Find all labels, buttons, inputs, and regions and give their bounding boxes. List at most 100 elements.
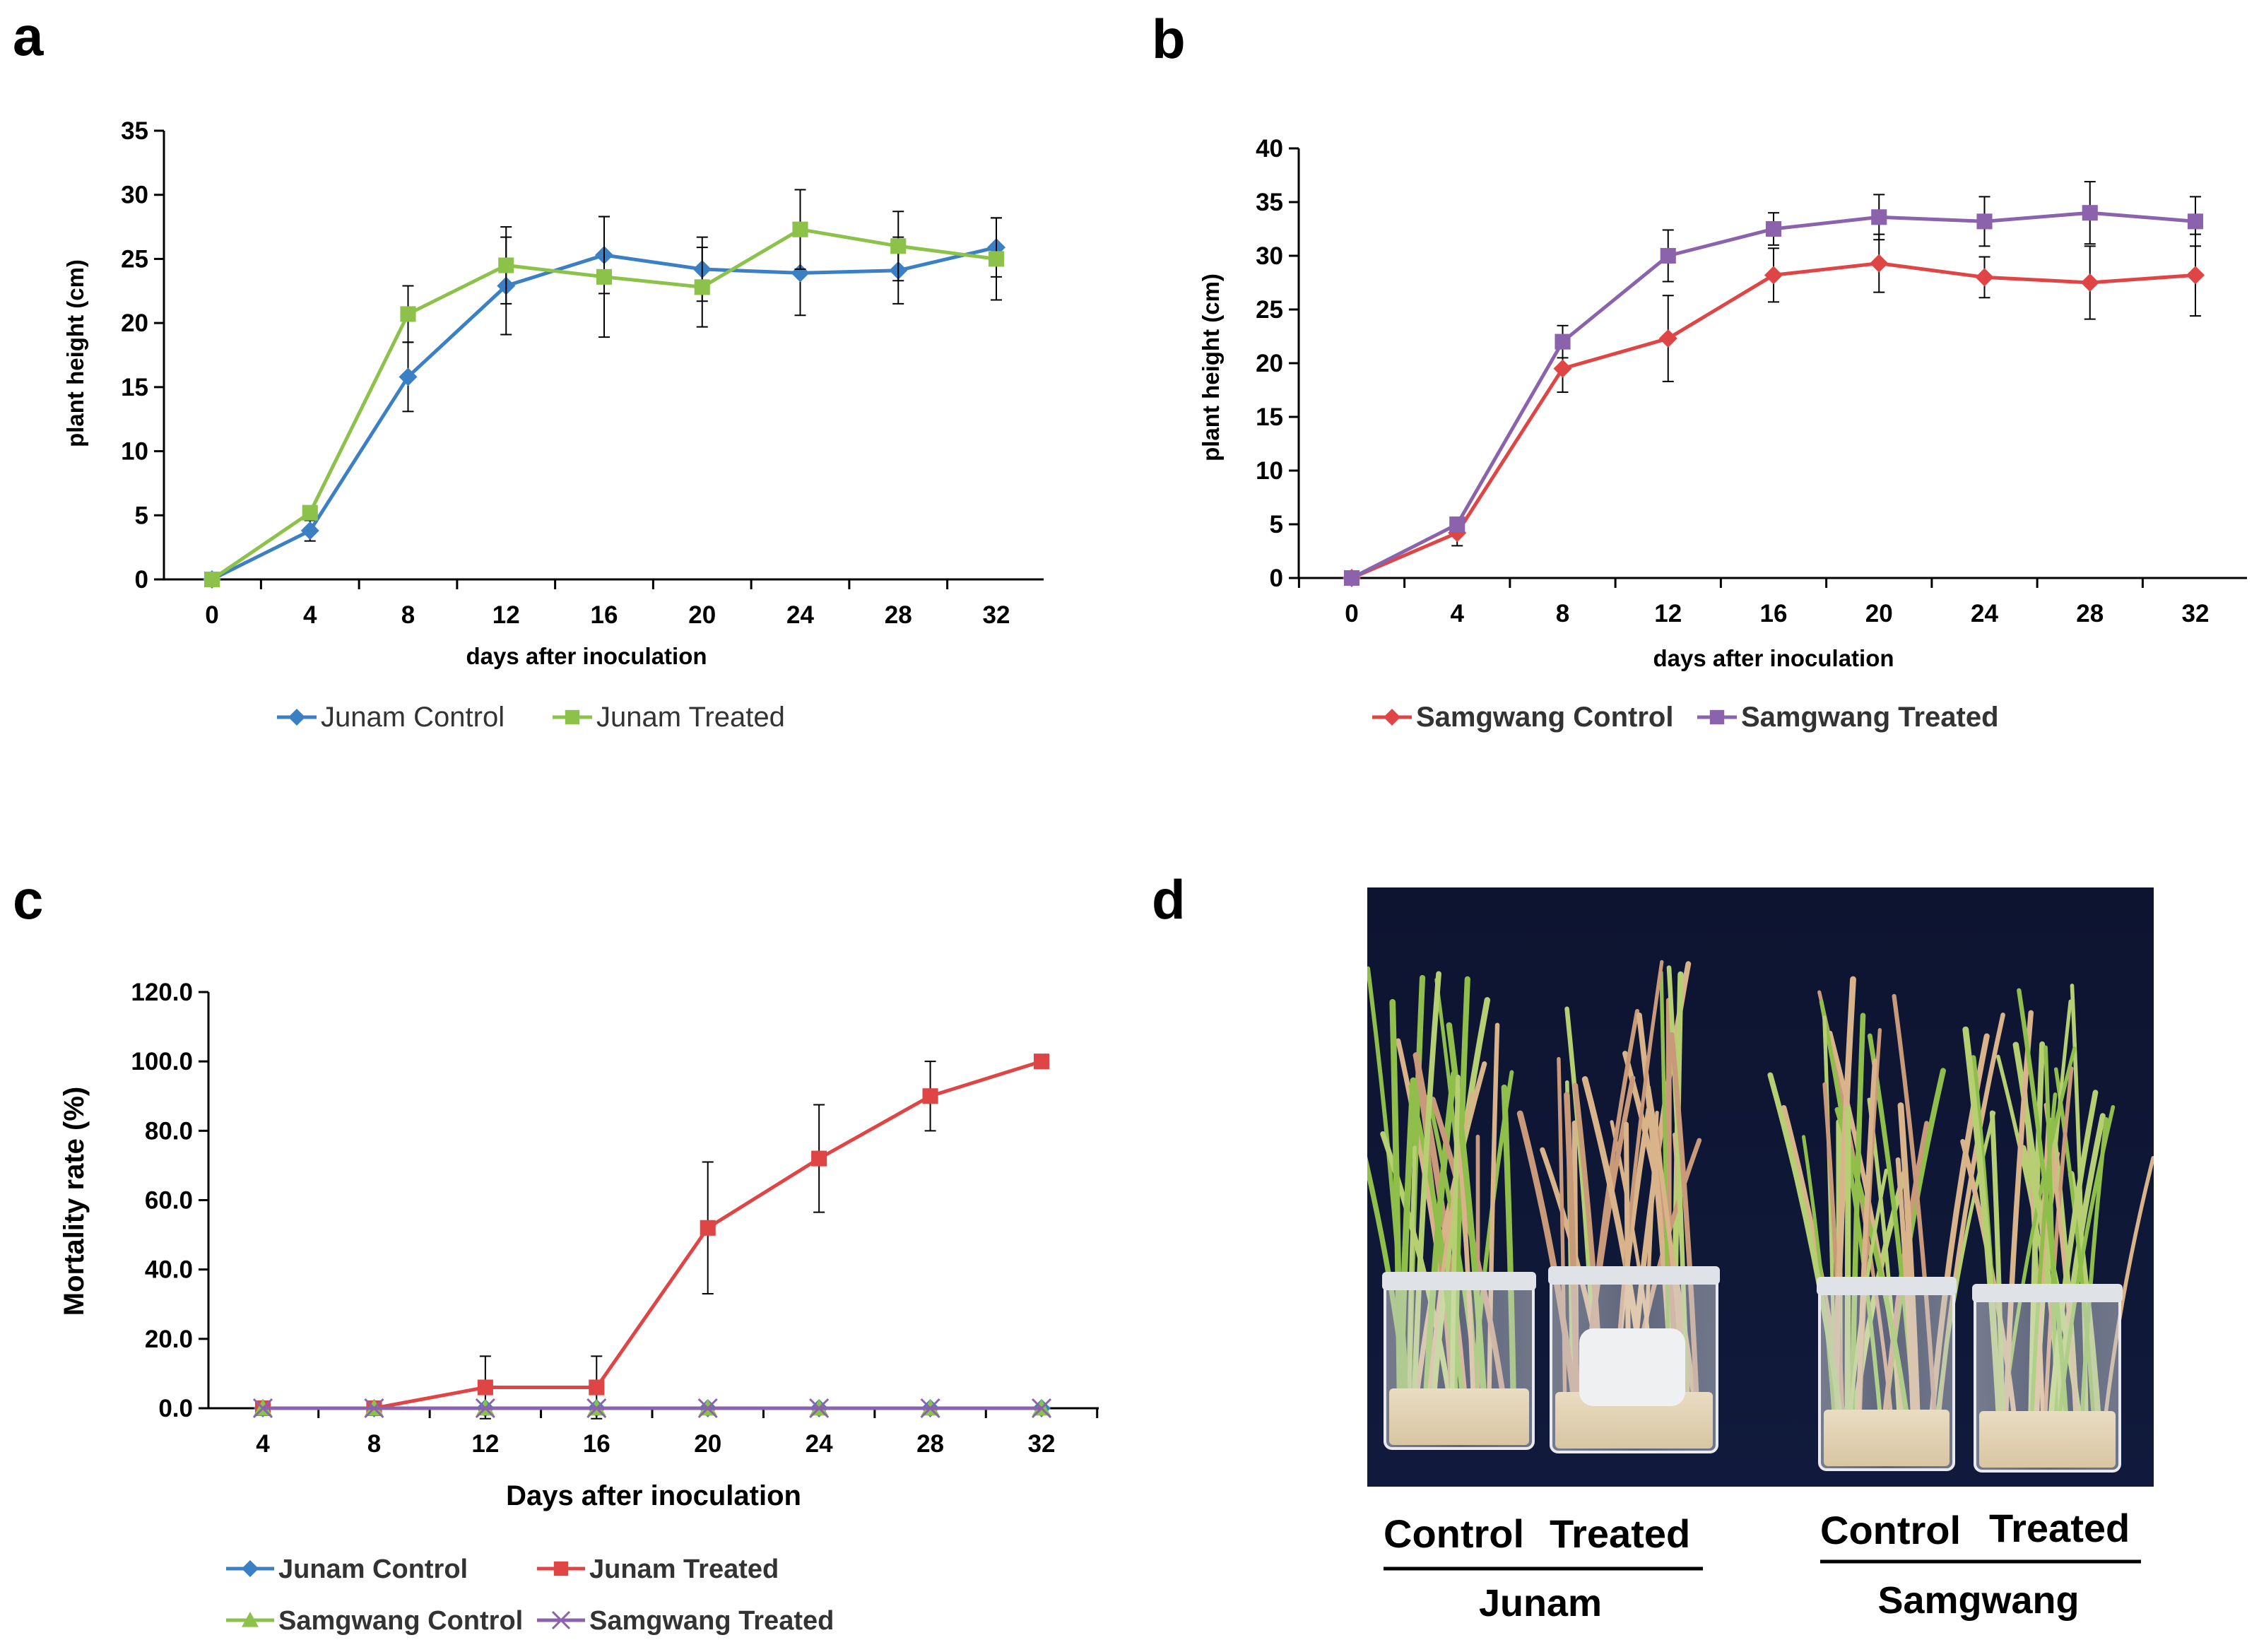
legend-marker bbox=[1384, 709, 1400, 726]
data-point bbox=[1975, 268, 1994, 287]
data-point bbox=[811, 1150, 827, 1167]
legend-marker bbox=[553, 1561, 569, 1576]
data-point bbox=[252, 1398, 273, 1419]
data-point bbox=[694, 279, 710, 295]
y-tick-label: 35 bbox=[1256, 189, 1283, 216]
y-tick-label: 35 bbox=[121, 117, 148, 145]
series-line bbox=[263, 1059, 1042, 1410]
caption-junam: Junam bbox=[1479, 1582, 1602, 1624]
data-point bbox=[1449, 516, 1465, 533]
panel-label-a: a bbox=[13, 5, 44, 67]
y-tick-label: 0.0 bbox=[158, 1395, 193, 1422]
data-point bbox=[809, 1398, 830, 1419]
y-tick-label: 15 bbox=[121, 374, 148, 401]
data-point bbox=[988, 251, 1005, 267]
data-point bbox=[1764, 266, 1783, 285]
data-point bbox=[1870, 254, 1889, 273]
x-tick-label: 24 bbox=[786, 601, 814, 629]
data-point bbox=[2186, 266, 2205, 285]
data-point bbox=[1343, 570, 1360, 586]
y-axis-label: plant height (cm) bbox=[1198, 273, 1224, 461]
x-tick-label: 20 bbox=[688, 601, 716, 629]
data-point bbox=[400, 306, 416, 322]
legend-marker bbox=[242, 1612, 259, 1627]
data-point bbox=[498, 257, 514, 273]
series-junam-treated bbox=[204, 189, 1005, 588]
x-tick-label: 24 bbox=[806, 1430, 833, 1458]
x-tick-label: 4 bbox=[1451, 600, 1465, 627]
data-point bbox=[302, 505, 318, 521]
legend-marker bbox=[288, 709, 305, 726]
series-samgwang-treated bbox=[252, 1398, 1052, 1419]
x-tick-label: 24 bbox=[1971, 600, 1998, 627]
pot-rim bbox=[1972, 1284, 2123, 1302]
x-axis-label: days after inoculation bbox=[1653, 645, 1894, 671]
caption-samgwang: Samgwang bbox=[1877, 1579, 2079, 1622]
y-tick-label: 15 bbox=[1256, 403, 1283, 431]
data-point bbox=[1765, 220, 1782, 237]
y-tick-label: 80.0 bbox=[145, 1117, 193, 1145]
data-point bbox=[2082, 205, 2098, 221]
legend-label: Samgwang Control bbox=[1416, 702, 1673, 733]
chart-a: 0 5 10 15 20 25 30 35 0 4 8 12 16 20 24 28 32 days after … bbox=[62, 117, 1044, 733]
data-point bbox=[475, 1398, 495, 1419]
series-samgwang-treated bbox=[1343, 181, 2204, 586]
data-point bbox=[1033, 1054, 1050, 1070]
panel-label-c: c bbox=[13, 868, 43, 931]
x-tick-label: 8 bbox=[1556, 600, 1569, 627]
y-axis-label: plant height (cm) bbox=[62, 259, 88, 447]
data-point bbox=[1555, 334, 1571, 350]
caption-junam-treated: Treated bbox=[1550, 1511, 1690, 1556]
pot-rim bbox=[1548, 1266, 1720, 1285]
x-tick-label: 12 bbox=[1654, 600, 1682, 627]
data-point bbox=[586, 1398, 607, 1419]
data-point bbox=[922, 1088, 938, 1104]
legend: Samgwang Control Samgwang Treated bbox=[1372, 702, 1999, 733]
legend-label: Junam Treated bbox=[589, 1554, 779, 1584]
data-point bbox=[1658, 329, 1677, 348]
panel-label-b: b bbox=[1152, 8, 1186, 70]
x-tick-label: 32 bbox=[983, 601, 1010, 629]
legend: Junam Control Junam Treated Samgwang Contr… bbox=[226, 1554, 834, 1636]
rice-seedlings-photo bbox=[1367, 887, 2154, 1487]
y-tick-label: 60.0 bbox=[145, 1187, 193, 1215]
data-point bbox=[204, 571, 220, 588]
x-tick-label: 28 bbox=[916, 1430, 944, 1458]
y-tick-label: 10 bbox=[121, 438, 148, 466]
x-tick-label: 32 bbox=[1028, 1430, 1056, 1458]
pot-medium bbox=[1824, 1410, 1950, 1466]
pot-rim bbox=[1817, 1277, 1957, 1295]
data-point bbox=[920, 1398, 940, 1419]
legend-label: Samgwang Treated bbox=[1741, 702, 1999, 733]
caption-junam-control: Control bbox=[1384, 1511, 1524, 1556]
cotton-plug bbox=[1579, 1328, 1685, 1406]
chart-b: 0 5 10 15 20 25 30 35 40 0 4 8 12 16 20 24 28 32 days afte… bbox=[1198, 135, 2247, 733]
y-tick-label: 10 bbox=[1256, 457, 1283, 485]
y-tick-label: 20 bbox=[1256, 350, 1283, 377]
y-tick-label: 30 bbox=[1256, 242, 1283, 270]
y-tick-label: 25 bbox=[1256, 296, 1283, 324]
legend-marker bbox=[551, 1610, 571, 1630]
series-line bbox=[1351, 261, 2196, 580]
x-tick-label: 28 bbox=[2076, 600, 2104, 627]
legend-label: Junam Control bbox=[321, 702, 505, 733]
data-point bbox=[399, 367, 418, 387]
y-tick-label: 5 bbox=[1270, 511, 1283, 538]
x-tick-label: 16 bbox=[591, 601, 618, 629]
x-tick-label: 16 bbox=[1760, 600, 1788, 627]
y-tick-label: 5 bbox=[135, 502, 148, 529]
data-point bbox=[2080, 273, 2099, 292]
data-point bbox=[890, 238, 907, 254]
data-point bbox=[1553, 359, 1572, 378]
y-tick-label: 30 bbox=[121, 182, 148, 209]
data-point bbox=[364, 1398, 384, 1419]
legend-marker bbox=[242, 1560, 259, 1577]
legend-label: Junam Treated bbox=[596, 702, 785, 733]
legend-label: Junam Control bbox=[278, 1554, 468, 1584]
y-tick-label: 120.0 bbox=[131, 979, 193, 1006]
pot-medium bbox=[1389, 1388, 1529, 1445]
x-tick-label: 20 bbox=[1865, 600, 1893, 627]
y-tick-label: 20 bbox=[121, 309, 148, 337]
x-tick-label: 0 bbox=[205, 601, 218, 629]
